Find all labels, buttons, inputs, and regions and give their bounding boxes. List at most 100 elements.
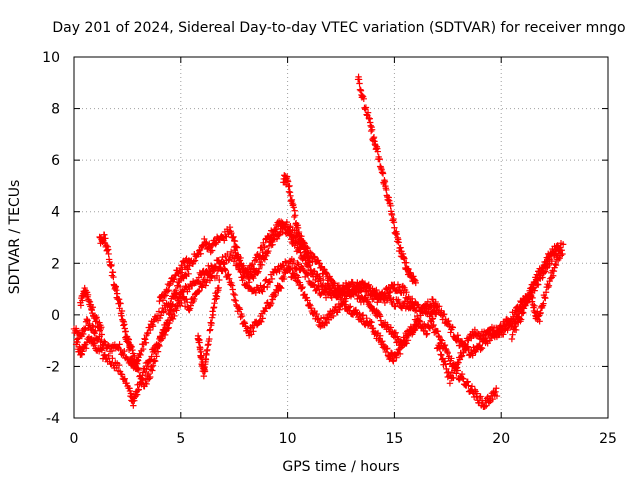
data-point (393, 230, 400, 238)
data-point (181, 259, 188, 267)
data-point (197, 250, 204, 257)
data-point (198, 271, 205, 279)
data-point (132, 358, 140, 366)
data-point (547, 275, 554, 282)
data-point (433, 304, 440, 311)
y-tick-label: 4 (51, 205, 60, 221)
data-point (435, 332, 442, 340)
data-point (187, 302, 194, 309)
data-point (411, 321, 418, 329)
data-point (311, 253, 318, 260)
data-point (290, 270, 297, 277)
data-point (157, 335, 165, 343)
data-point (165, 287, 172, 294)
data-point (121, 375, 128, 382)
data-point (259, 248, 266, 256)
data-point (377, 317, 385, 324)
data-point (249, 261, 256, 268)
data-point (544, 255, 552, 263)
data-point (115, 296, 123, 303)
data-point (376, 295, 384, 303)
data-point (228, 282, 236, 289)
data-point (184, 266, 192, 273)
data-point (142, 336, 149, 343)
series-track-13 (122, 262, 193, 390)
data-point (481, 403, 489, 410)
data-point (191, 257, 199, 264)
data-point (509, 331, 516, 338)
data-point (250, 275, 257, 282)
data-point (97, 346, 105, 353)
data-point (169, 301, 177, 308)
data-point (310, 309, 318, 316)
data-point (131, 352, 138, 359)
data-point (553, 243, 560, 250)
data-point (146, 375, 153, 382)
data-point (342, 301, 350, 309)
data-point (390, 219, 398, 226)
data-point (164, 325, 172, 332)
data-point (198, 284, 206, 291)
data-point (233, 301, 240, 309)
data-point (286, 182, 293, 190)
data-point (225, 257, 232, 264)
data-point (221, 266, 229, 273)
data-point (508, 335, 516, 343)
data-point (74, 338, 81, 346)
data-point (118, 307, 126, 315)
data-point (489, 395, 496, 403)
data-point (297, 249, 304, 256)
data-point (226, 275, 233, 282)
data-point (322, 269, 330, 277)
data-point (175, 279, 182, 286)
series-track-12 (508, 241, 567, 343)
data-point (366, 318, 374, 325)
data-point (412, 321, 419, 328)
data-point (535, 281, 542, 288)
data-point (109, 355, 116, 362)
data-point (275, 287, 282, 295)
data-point (127, 390, 135, 397)
data-point (516, 303, 523, 311)
data-point (397, 303, 405, 311)
data-point (299, 283, 306, 291)
data-point (153, 353, 160, 360)
data-point (72, 325, 80, 332)
data-point (290, 257, 297, 265)
data-point (236, 306, 244, 313)
data-point (159, 297, 167, 304)
x-tick-label: 20 (492, 431, 510, 447)
data-point (221, 237, 228, 244)
data-point (295, 274, 302, 281)
data-point (424, 298, 432, 305)
data-point (215, 284, 222, 292)
chart-title: Day 201 of 2024, Sidereal Day-to-day VTE… (52, 20, 625, 36)
y-tick-label: 10 (42, 50, 60, 66)
data-point (154, 348, 162, 355)
data-point (213, 239, 220, 246)
data-point (444, 349, 451, 357)
x-tick-label: 5 (176, 431, 185, 447)
data-point (265, 247, 272, 255)
data-point (463, 343, 470, 350)
data-point (355, 288, 362, 296)
data-point (393, 354, 400, 361)
data-point (113, 290, 121, 297)
series-track-1 (70, 248, 441, 372)
data-point (363, 314, 370, 322)
data-point (251, 257, 259, 264)
data-point (232, 297, 239, 304)
data-point (229, 234, 236, 241)
data-point (121, 347, 128, 355)
data-point (215, 257, 222, 264)
data-point (301, 291, 308, 298)
data-point (173, 307, 180, 314)
data-point (527, 290, 534, 298)
data-point (416, 317, 423, 324)
data-point (531, 302, 538, 310)
data-point (133, 391, 141, 398)
data-point (209, 311, 217, 319)
data-point (203, 239, 210, 247)
data-point (512, 323, 519, 330)
data-point (145, 370, 152, 378)
